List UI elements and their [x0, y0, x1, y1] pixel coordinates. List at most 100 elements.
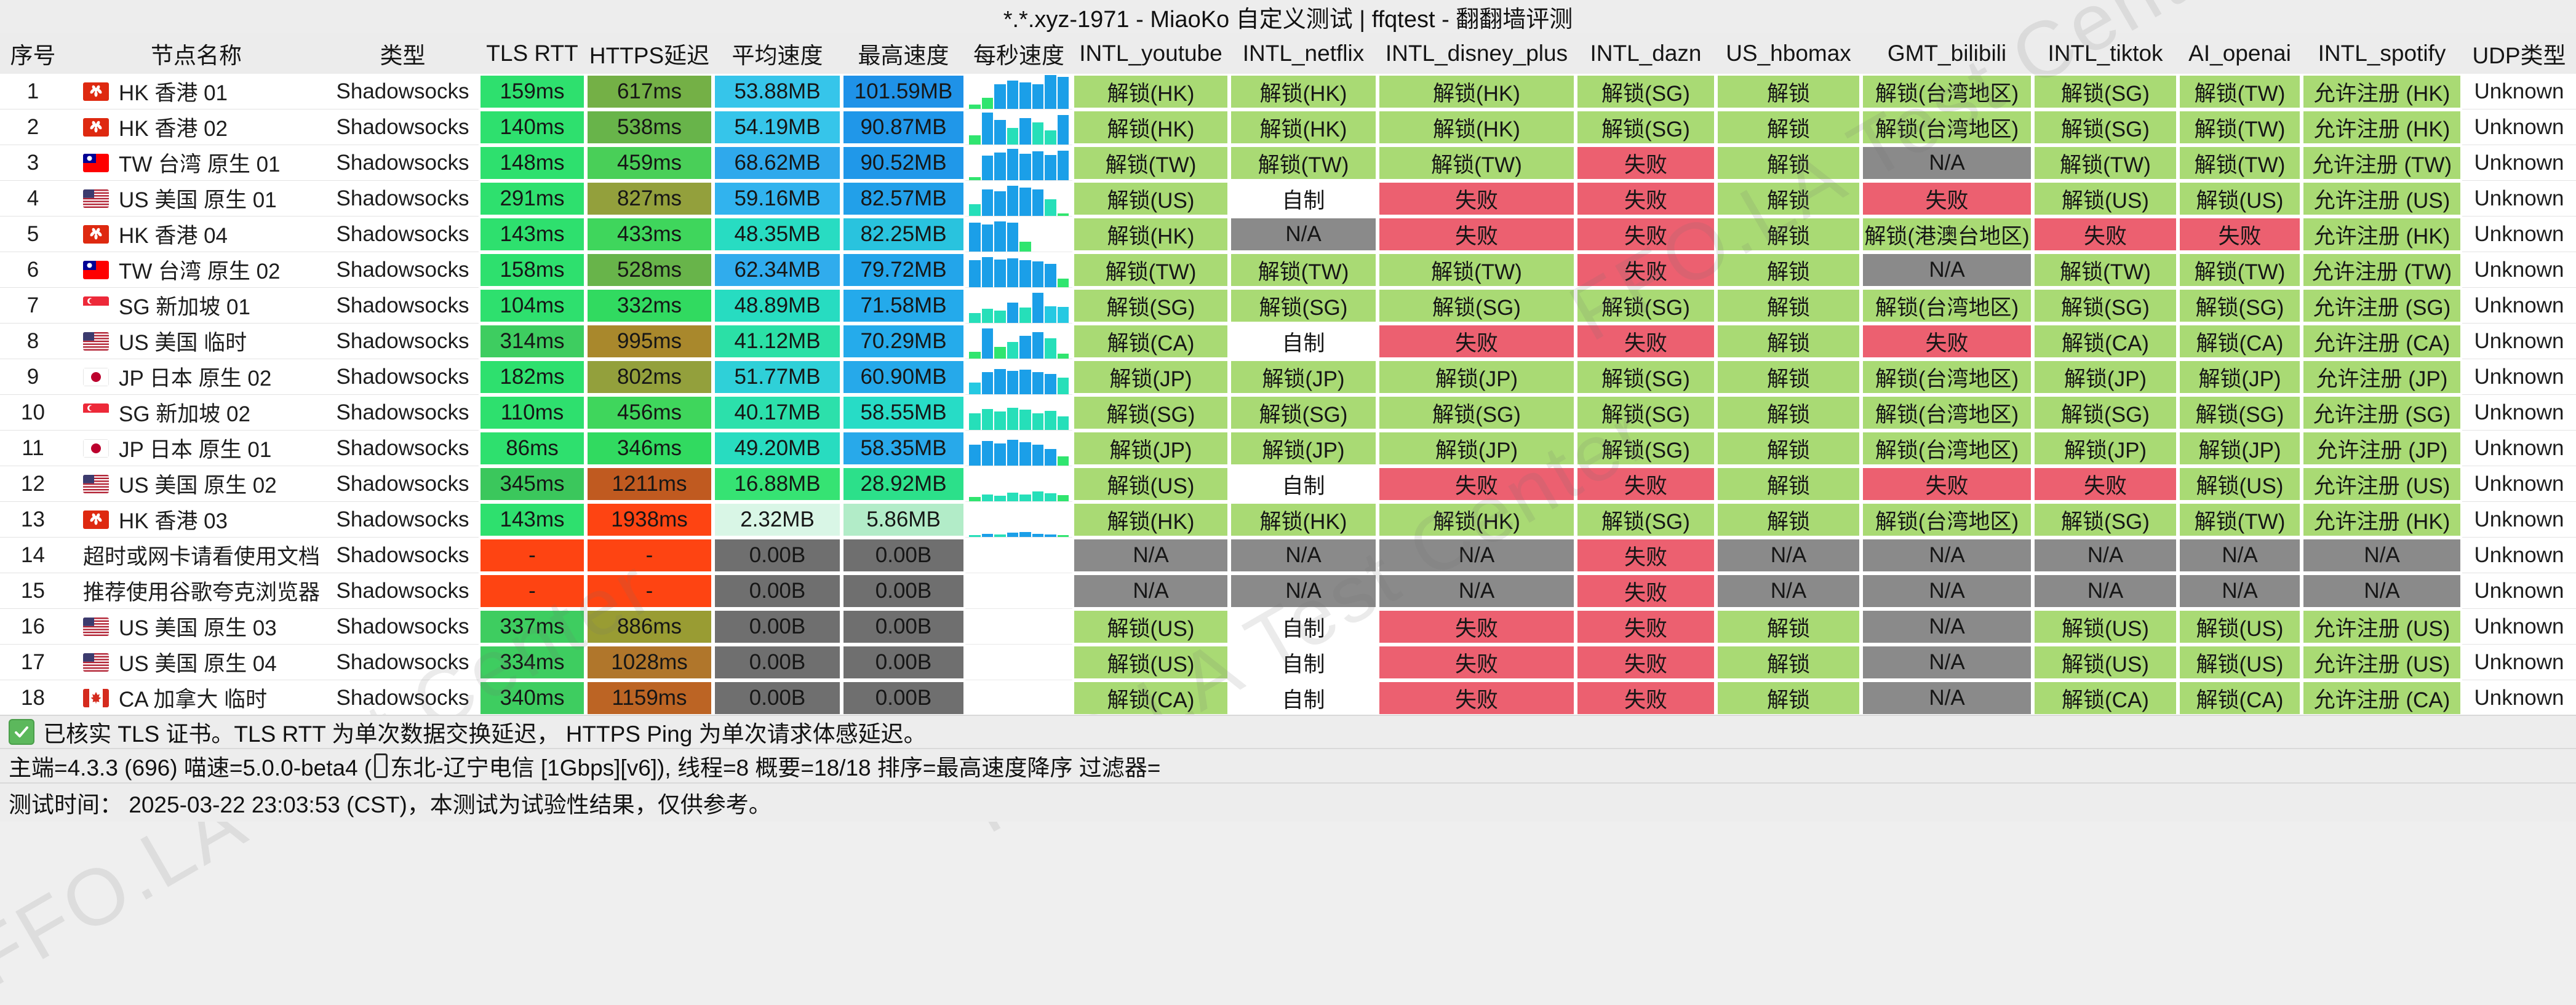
column-header-no: 序号: [10, 43, 56, 68]
cell-node-name: TW 台湾 原生 02: [66, 252, 327, 288]
cell-avg-speed: 16.88MB: [713, 466, 842, 502]
cell-udp-type: Unknown: [2462, 645, 2576, 680]
table-row: 12 US 美国 原生 02 Shadowsocks 345ms 1211ms 16.88…: [0, 466, 2576, 502]
status-cell-intl_netflix: 自制: [1229, 181, 1378, 216]
status-cell-intl_youtube: 解锁(HK): [1072, 74, 1229, 109]
table-row: 2 HK 香港 02 Shadowsocks 140ms 538ms 54.19MB 90.…: [0, 109, 2576, 145]
speed-bars: [965, 609, 1072, 644]
cell-index: 12: [0, 466, 66, 502]
status-cell-us_hbomax: 解锁: [1716, 109, 1861, 145]
status-cell-intl_tiktok: 解锁(SG): [2033, 74, 2178, 109]
status-cell-us_hbomax: 解锁: [1716, 74, 1861, 109]
status-cell-us_hbomax: 解锁: [1716, 431, 1861, 466]
cell-protocol-type: Shadowsocks: [327, 645, 479, 680]
hk-flag-icon: [83, 510, 109, 529]
status-cell-intl_tiktok: N/A: [2033, 573, 2178, 609]
cell-avg-speed: 0.00B: [713, 609, 842, 645]
status-cell-intl_tiktok: 解锁(JP): [2033, 359, 2178, 395]
footer-tls-note: 已核实 TLS 证书。TLS RTT 为单次数据交换延迟， HTTPS Ping…: [0, 715, 2576, 748]
cell-max-speed: 0.00B: [842, 645, 965, 680]
table-row: 18 CA 加拿大 临时 Shadowsocks 340ms 1159ms 0.00B 0.…: [0, 680, 2576, 716]
status-cell-ai_openai: 解锁(CA): [2178, 680, 2302, 716]
cell-index: 11: [0, 431, 66, 466]
cell-max-speed: 58.55MB: [842, 395, 965, 431]
column-header-intl_spotify: INTL_spotify: [2318, 41, 2446, 66]
status-cell-us_hbomax: 解锁: [1716, 359, 1861, 395]
cell-udp-type: Unknown: [2462, 288, 2576, 324]
status-cell-intl_dazn: 失败: [1576, 216, 1716, 252]
speed-bars: [965, 645, 1072, 680]
cell-avg-speed: 2.32MB: [713, 502, 842, 538]
cell-speed-sparkline: [965, 109, 1072, 145]
cell-udp-type: Unknown: [2462, 395, 2576, 431]
cell-udp-type: Unknown: [2462, 538, 2576, 573]
cell-avg-speed: 48.35MB: [713, 216, 842, 252]
status-cell-ai_openai: 解锁(US): [2178, 181, 2302, 216]
status-cell-intl_netflix: 解锁(SG): [1229, 395, 1378, 431]
hk-flag-icon: [83, 82, 109, 101]
status-cell-intl_netflix: 解锁(TW): [1229, 252, 1378, 288]
status-cell-us_hbomax: 解锁: [1716, 466, 1861, 502]
status-cell-intl_spotify: 允许注册 (US): [2302, 645, 2462, 680]
cell-max-speed: 71.58MB: [842, 288, 965, 324]
speed-bars: [965, 252, 1072, 287]
status-cell-gmt_bilibili: N/A: [1861, 145, 2033, 181]
cell-tls-rtt: 159ms: [479, 74, 586, 109]
cell-speed-sparkline: [965, 645, 1072, 680]
table-row: 14 超时或网卡请看使用文档 Shadowsocks - -0.00B 0.00B N/A N…: [0, 538, 2576, 573]
cell-node-name: SG 新加坡 01: [66, 288, 327, 324]
column-header-gmt_bilibili: GMT_bilibili: [1887, 41, 2007, 66]
status-cell-intl_netflix: 解锁(HK): [1229, 109, 1378, 145]
status-cell-intl_disney_plus: 解锁(HK): [1378, 74, 1576, 109]
status-cell-ai_openai: 解锁(JP): [2178, 431, 2302, 466]
status-cell-intl_youtube: 解锁(US): [1072, 609, 1229, 645]
status-cell-ai_openai: 解锁(US): [2178, 609, 2302, 645]
column-header-intl_dazn: INTL_dazn: [1590, 41, 1702, 66]
status-cell-intl_tiktok: 解锁(JP): [2033, 431, 2178, 466]
table-header-row: 序号 节点名称 类型 TLS RTT HTTPS延迟 平均速度 最高速度 每秒速度 INTL_y…: [0, 33, 2576, 74]
column-header-max_speed: 最高速度: [858, 43, 949, 68]
cell-protocol-type: Shadowsocks: [327, 395, 479, 431]
cell-https-delay: 886ms: [586, 609, 713, 645]
cell-node-name: CA 加拿大 临时: [66, 680, 327, 716]
status-cell-gmt_bilibili: 解锁(台湾地区): [1861, 109, 2033, 145]
table-row: 1 HK 香港 01 Shadowsocks 159ms 617ms 53.88MB 101…: [0, 74, 2576, 109]
status-cell-intl_disney_plus: 失败: [1378, 324, 1576, 359]
cell-https-delay: 1938ms: [586, 502, 713, 538]
footer-test-time-text: 测试时间： 2025-03-22 23:03:53 (CST)，本测试为试验性结…: [9, 792, 772, 817]
table-row: 10 SG 新加坡 02 Shadowsocks 110ms 456ms 40.17MB 5…: [0, 395, 2576, 431]
cell-avg-speed: 54.19MB: [713, 109, 842, 145]
status-cell-ai_openai: 解锁(US): [2178, 645, 2302, 680]
cell-max-speed: 0.00B: [842, 538, 965, 573]
cell-protocol-type: Shadowsocks: [327, 573, 479, 609]
cell-max-speed: 0.00B: [842, 680, 965, 716]
status-cell-gmt_bilibili: 解锁(港澳台地区): [1861, 216, 2033, 252]
cell-index: 14: [0, 538, 66, 573]
status-cell-intl_netflix: N/A: [1229, 216, 1378, 252]
cell-avg-speed: 41.12MB: [713, 324, 842, 359]
cell-protocol-type: Shadowsocks: [327, 109, 479, 145]
cell-udp-type: Unknown: [2462, 145, 2576, 181]
cell-index: 5: [0, 216, 66, 252]
speed-bars: [965, 502, 1072, 537]
speed-bars: [965, 181, 1072, 216]
cell-max-speed: 82.57MB: [842, 181, 965, 216]
column-header-avg_speed: 平均速度: [732, 43, 823, 68]
cell-node-name: HK 香港 03: [66, 502, 327, 538]
status-cell-intl_spotify: 允许注册 (CA): [2302, 324, 2462, 359]
cell-node-name: US 美国 原生 01: [66, 181, 327, 216]
hk-flag-icon: [83, 117, 109, 137]
cell-udp-type: Unknown: [2462, 680, 2576, 716]
status-cell-intl_spotify: 允许注册 (TW): [2302, 145, 2462, 181]
status-cell-ai_openai: 失败: [2178, 216, 2302, 252]
status-cell-us_hbomax: 解锁: [1716, 645, 1861, 680]
status-cell-intl_youtube: 解锁(US): [1072, 181, 1229, 216]
cell-protocol-type: Shadowsocks: [327, 74, 479, 109]
cell-max-speed: 101.59MB: [842, 74, 965, 109]
cell-speed-sparkline: [965, 538, 1072, 573]
status-cell-gmt_bilibili: 解锁(台湾地区): [1861, 74, 2033, 109]
cell-speed-sparkline: [965, 74, 1072, 109]
status-cell-intl_tiktok: N/A: [2033, 538, 2178, 573]
status-cell-ai_openai: 解锁(CA): [2178, 324, 2302, 359]
status-cell-intl_dazn: 解锁(SG): [1576, 288, 1716, 324]
